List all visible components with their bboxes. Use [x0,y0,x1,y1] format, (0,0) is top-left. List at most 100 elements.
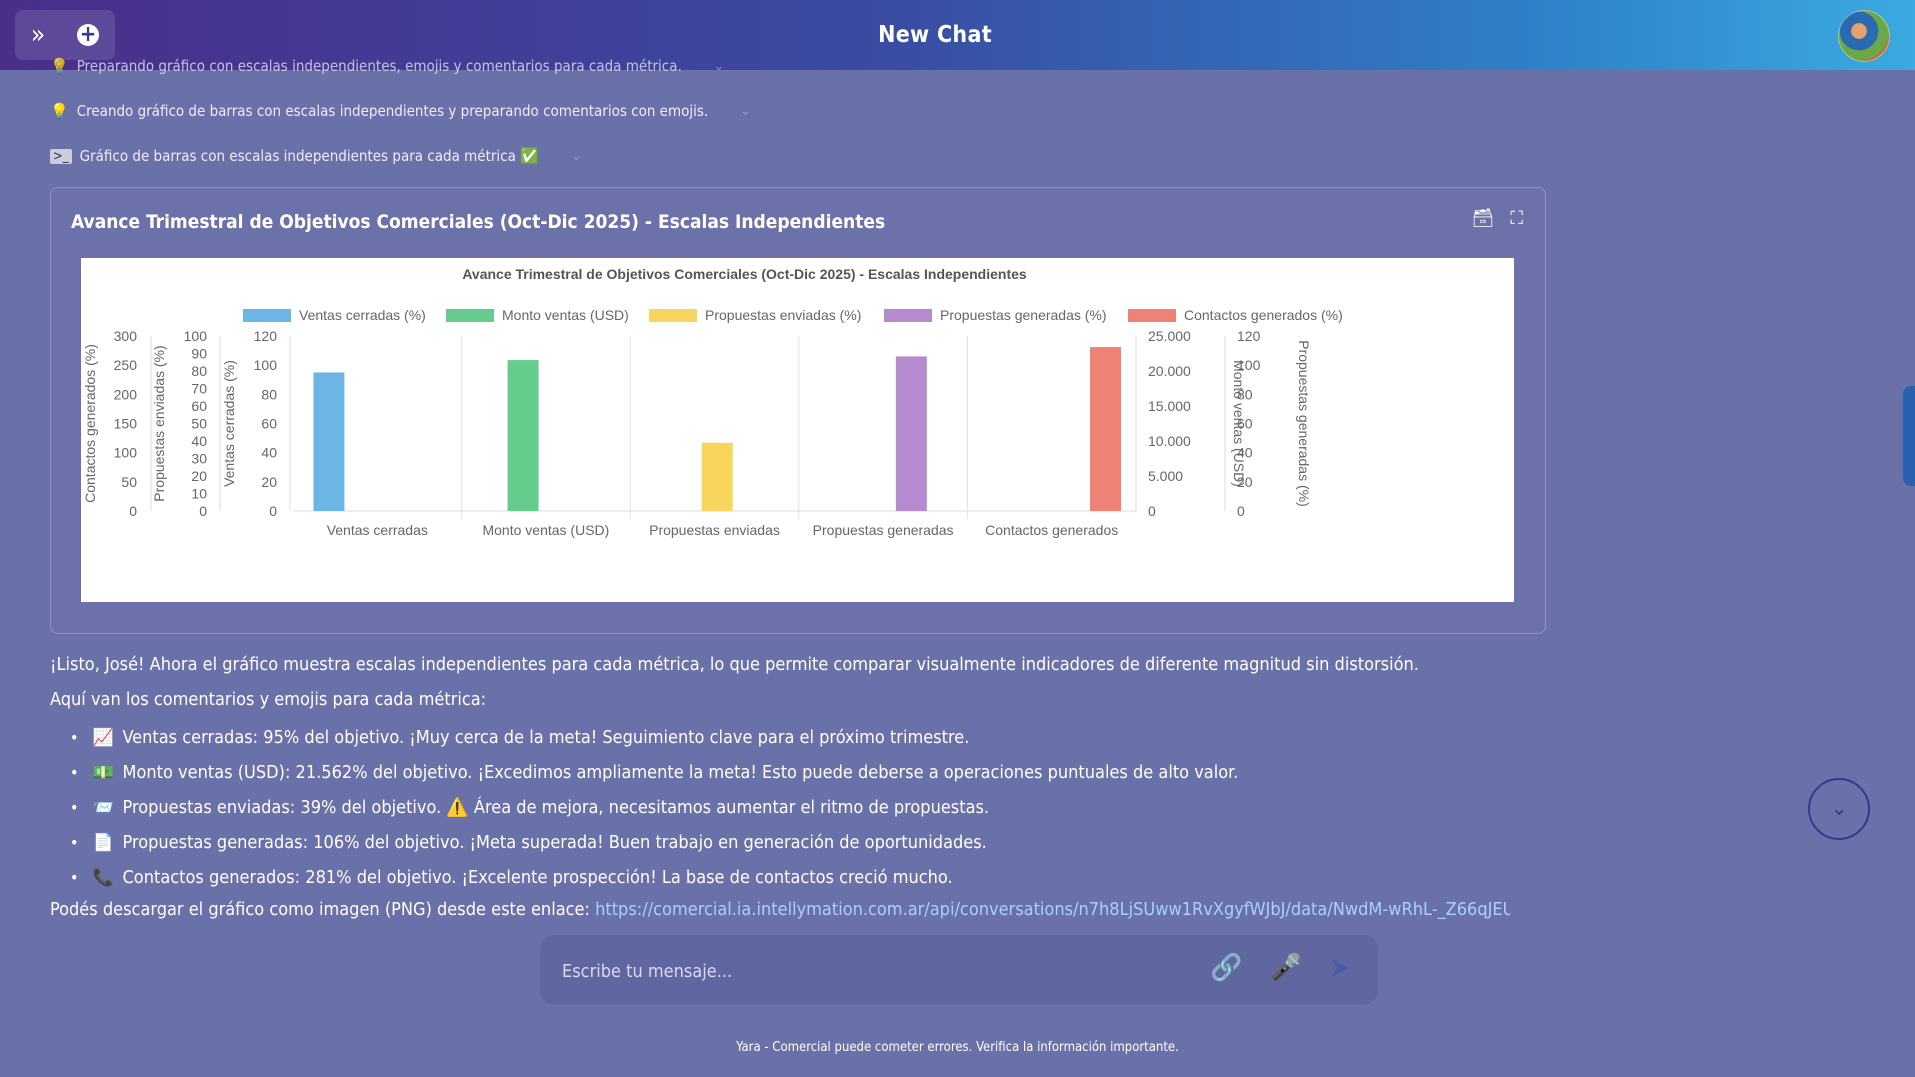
chart-frame: Avance Trimestral de Objetivos Comercial… [81,258,1514,602]
double-chevron-right-icon[interactable]: » [30,20,46,50]
axis-tick-label: 20 [1237,474,1253,490]
axis-tick-label: 40 [191,433,207,449]
lightbulb-icon: 💡 [50,57,69,75]
legend-swatch [446,309,494,322]
legend-label: Ventas cerradas (%) [299,307,426,323]
fullscreen-icon[interactable]: ⛶ [1510,208,1523,229]
axis-tick-label: 80 [261,386,277,402]
message-input[interactable] [560,955,1124,987]
category-label: Propuestas generadas [813,522,954,538]
phone-icon: 📞 [92,867,115,888]
category-label: Ventas cerradas [327,522,428,538]
list-item-text: Propuestas enviadas: 39% del objetivo. ⚠… [122,796,990,818]
category-label: Contactos generados [985,522,1118,538]
list-item-text: Propuestas generadas: 106% del objetivo.… [122,831,987,853]
archive-icon[interactable]: 🗃 [1471,208,1495,229]
axis-tick-label: 40 [261,445,277,461]
axis-tick-label: 80 [191,363,207,379]
axis-title: Propuestas generadas (%) [1296,340,1312,507]
mailbox-icon: 📨 [92,797,115,818]
step-item[interactable]: 💡 Creando gráfico de barras con escalas … [50,102,751,120]
chevron-down-icon[interactable]: ⌄ [570,148,582,164]
axis-tick-label: 20 [261,474,277,490]
step-item[interactable]: 💡 Preparando gráfico con escalas indepen… [50,57,724,75]
chevron-down-icon[interactable]: ⌄ [713,58,725,74]
message-intro: ¡Listo, José! Ahora el gráfico muestra e… [50,654,1419,675]
axis-tick-label: 40 [1237,445,1253,461]
legend-swatch [243,309,291,322]
axis-tick-label: 0 [199,503,207,519]
axis-tick-label: 90 [191,346,207,362]
legend-swatch [884,309,932,322]
axis-tick-label: 100 [114,445,138,461]
legend-label: Propuestas enviadas (%) [705,307,861,323]
bar-chart: Avance Trimestral de Objetivos Comercial… [82,266,1343,538]
disclaimer: Yara - Comercial puede cometer errores. … [736,1040,1179,1055]
axis-tick-label: 0 [269,503,277,519]
axis-tick-label: 100 [254,357,278,373]
list-item-text: Ventas cerradas: 95% del objetivo. ¡Muy … [122,726,970,748]
step-text: Preparando gráfico con escalas independi… [76,57,682,75]
terminal-icon: >_ [50,148,72,164]
bar [895,356,927,511]
side-panel-handle[interactable] [1903,386,1915,486]
card-actions: 🗃 ⛶ [1472,208,1523,229]
list-item-text: Monto ventas (USD): 21.562% del objetivo… [122,761,1239,783]
page-title: New Chat [878,22,992,48]
list-item: 📞 Contactos generados: 281% del objetivo.… [70,860,1238,895]
axis-tick-label: 25.000 [1148,328,1191,344]
bar [313,372,345,511]
axis-tick-label: 15.000 [1148,398,1191,414]
chart-card: Avance Trimestral de Objetivos Comercial… [50,187,1546,634]
axis-tick-label: 80 [1237,386,1253,402]
money-icon: 💵 [92,762,115,783]
download-link[interactable]: https://comercial.ia.intellymation.com.a… [595,899,1510,920]
download-line: Podés descargar el gráfico como imagen (… [50,899,1510,920]
send-icon[interactable]: ➤ [1330,953,1350,983]
axis-title: Monto ventas (USD) [1231,360,1247,487]
plus-circle-icon[interactable]: + [77,24,100,46]
list-item: 📈 Ventas cerradas: 95% del objetivo. ¡Muy… [70,720,1238,755]
axis-tick-label: 150 [114,416,138,432]
paperclip-icon[interactable]: 🔗 [1210,953,1243,983]
legend-swatch [649,309,697,322]
axis-tick-label: 0 [129,503,137,519]
list-item: 📄 Propuestas generadas: 106% del objetivo… [70,825,1238,860]
bar [1090,347,1122,511]
top-actions: » + [15,10,115,60]
category-label: Propuestas enviadas [649,522,780,538]
axis-tick-label: 70 [191,381,207,397]
axis-tick-label: 10.000 [1148,433,1191,449]
message-lead: Aquí van los comentarios y emojis para c… [50,689,487,710]
microphone-icon[interactable]: 🎤 [1270,953,1303,983]
category-label: Monto ventas (USD) [482,522,609,538]
legend-swatch [1128,309,1176,322]
chevron-down-icon[interactable]: ⌄ [740,103,751,119]
list-item-text: Contactos generados: 281% del objetivo. … [122,866,953,888]
document-icon: 📄 [92,832,115,853]
card-title: Avance Trimestral de Objetivos Comercial… [71,211,886,233]
chevron-down-icon: ⌄ [1830,796,1848,821]
axis-tick-label: 60 [261,416,277,432]
chart-increasing-icon: 📈 [92,727,115,748]
axis-tick-label: 60 [1237,416,1253,432]
avatar[interactable] [1838,10,1890,62]
message-composer: 🔗 🎤 ➤ [540,935,1378,1005]
scroll-down-button[interactable]: ⌄ [1808,778,1870,840]
bar [507,360,539,511]
legend-label: Contactos generados (%) [1184,307,1343,323]
step-item[interactable]: >_ Gráfico de barras con escalas indepen… [50,147,581,165]
download-text: Podés descargar el gráfico como imagen (… [50,899,596,920]
step-text: Gráfico de barras con escalas independie… [79,147,539,165]
list-item: 💵 Monto ventas (USD): 21.562% del objetiv… [70,755,1238,790]
top-bar: » + New Chat [0,0,1915,70]
axis-tick-label: 10 [191,486,207,502]
axis-tick-label: 30 [191,451,207,467]
bar [701,442,733,511]
lightbulb-icon: 💡 [50,102,69,120]
axis-tick-label: 120 [1237,328,1261,344]
axis-tick-label: 120 [254,328,278,344]
axis-tick-label: 0 [1148,503,1156,519]
axis-tick-label: 20 [191,468,207,484]
axis-tick-label: 100 [1237,357,1261,373]
